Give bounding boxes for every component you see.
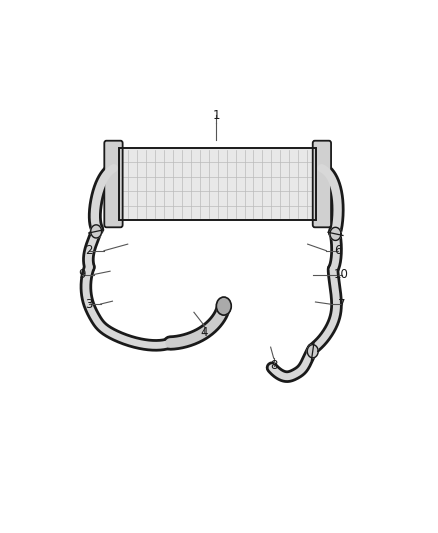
Text: 2: 2 [85, 244, 92, 257]
Text: 4: 4 [200, 326, 208, 340]
Text: 7: 7 [338, 297, 345, 311]
Circle shape [216, 297, 231, 315]
Polygon shape [307, 345, 318, 358]
Bar [119, 148, 316, 220]
Text: 10: 10 [334, 268, 349, 281]
Polygon shape [91, 225, 102, 238]
Text: 8: 8 [270, 359, 277, 372]
Text: 9: 9 [78, 268, 86, 281]
Text: 6: 6 [335, 244, 342, 257]
Text: 3: 3 [85, 297, 92, 311]
Text: 1: 1 [212, 109, 220, 122]
Polygon shape [330, 227, 341, 240]
FancyBboxPatch shape [104, 141, 123, 227]
FancyBboxPatch shape [313, 141, 331, 227]
Bar [119, 148, 316, 220]
